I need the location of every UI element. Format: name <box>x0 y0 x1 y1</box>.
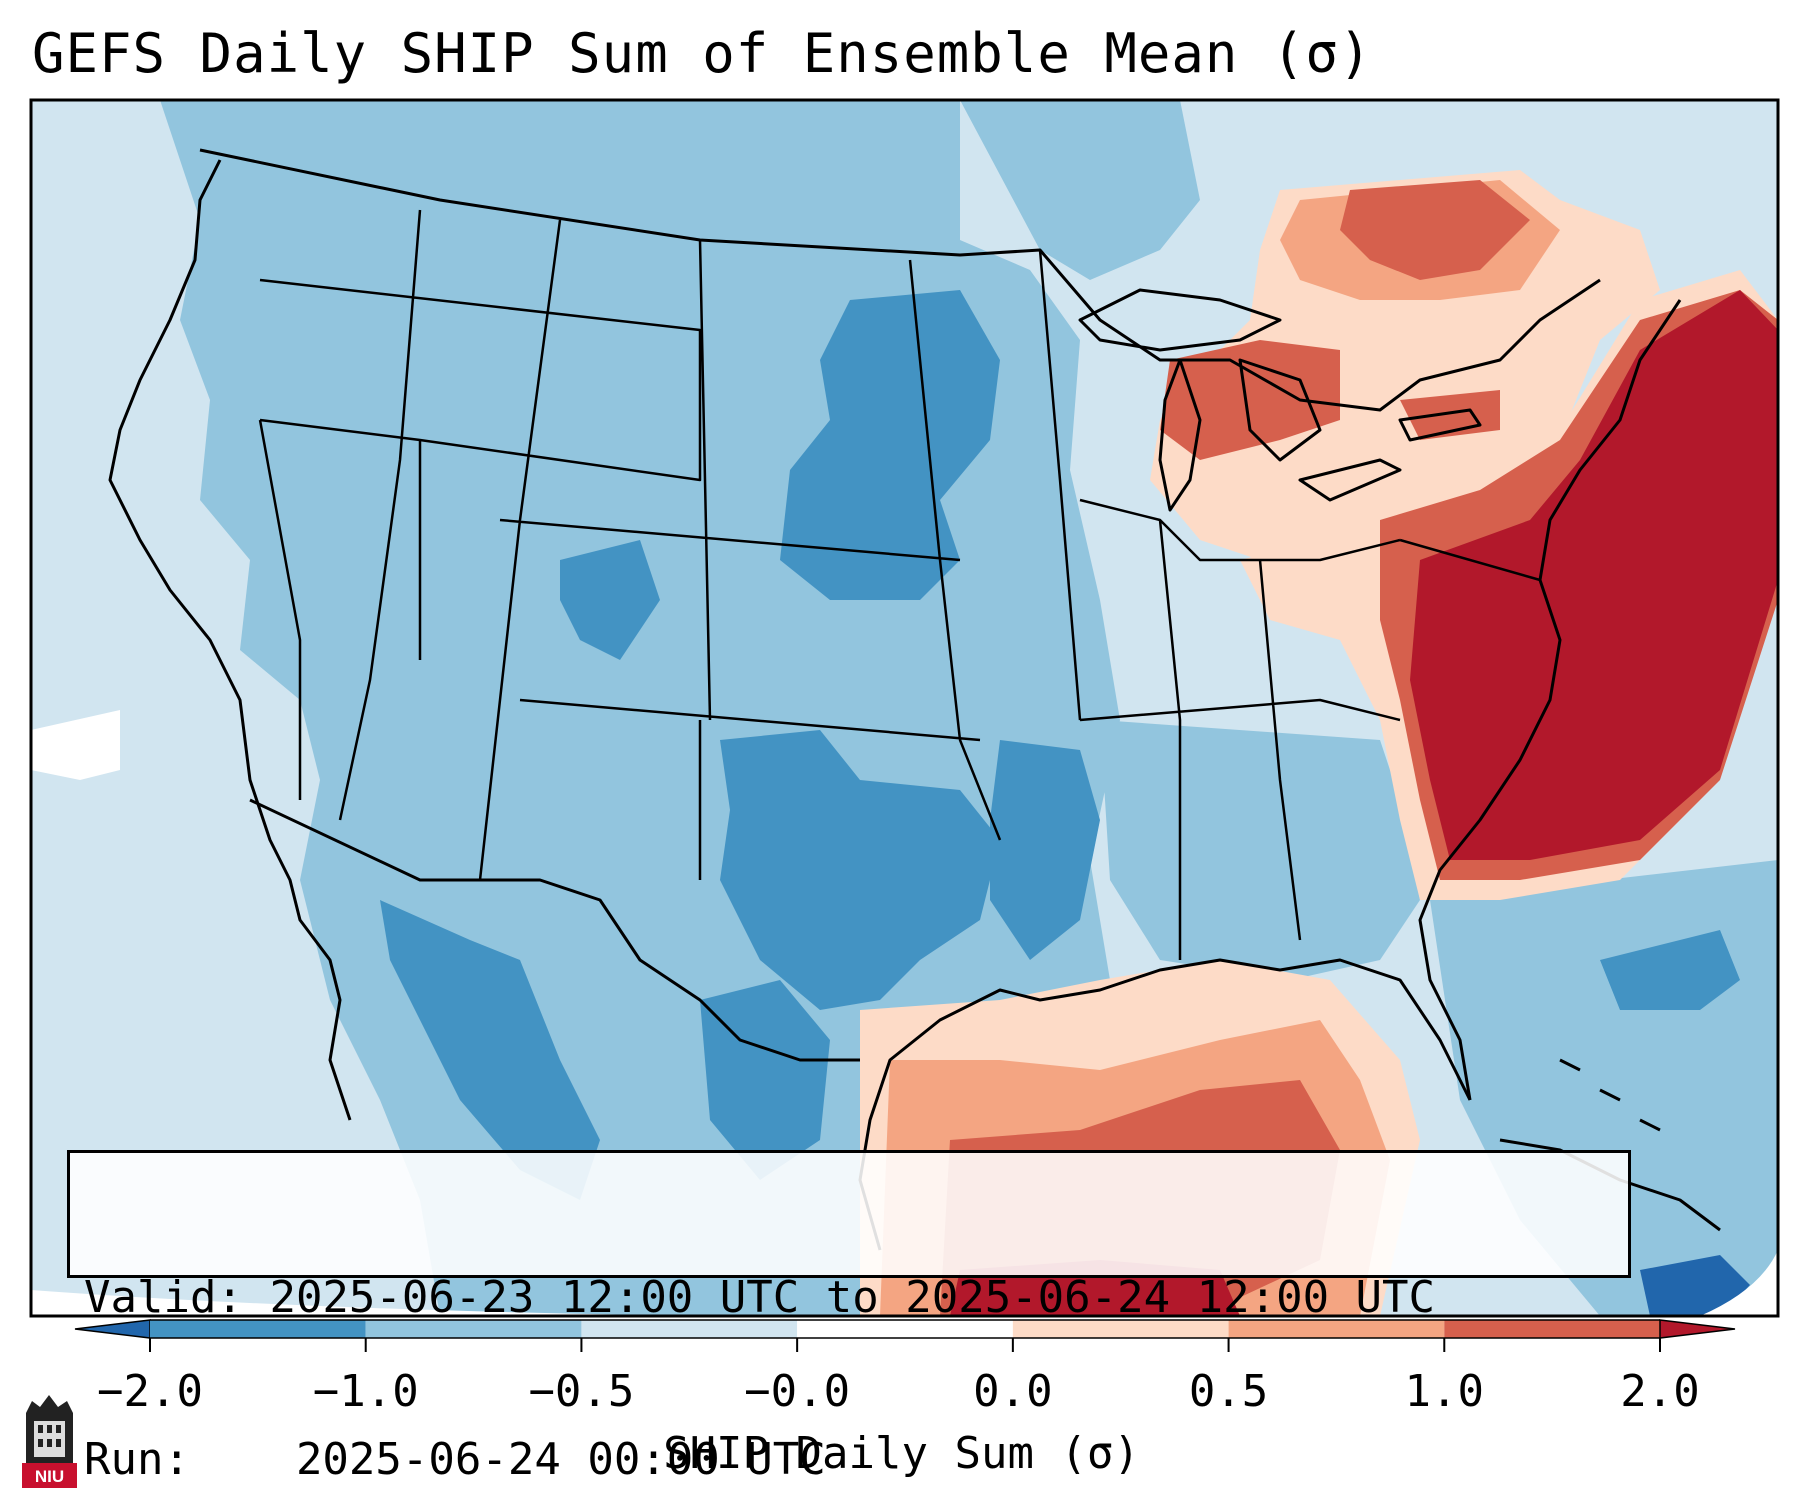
colorbar-tick-label: −1.0 <box>312 1366 419 1417</box>
colorbar-segment <box>1444 1320 1660 1338</box>
map-projection-edge-right <box>1700 1250 1778 1316</box>
colorbar-segment <box>581 1320 798 1338</box>
colorbar <box>74 1319 1736 1352</box>
colorbar-segment <box>1228 1320 1445 1338</box>
logo-text: NIU <box>35 1467 64 1486</box>
coastline-pacific <box>108 159 352 1121</box>
colorbar-segment <box>365 1320 582 1338</box>
bahamas <box>1559 1058 1661 1132</box>
validity-box: Valid: 2025-06-23 12:00 UTC to 2025-06-2… <box>67 1150 1631 1485</box>
colorbar-extend-high <box>1659 1319 1736 1339</box>
lake-michigan <box>1158 358 1202 512</box>
field-region-colorado-darkblue <box>560 540 660 660</box>
field-region-mexico2-darkblue <box>700 980 830 1180</box>
run-line: Run: 2025-06-24 00:00 UTC <box>84 1433 1614 1487</box>
lake-superior <box>1078 288 1282 352</box>
field-region-atlantic-darkblue <box>1600 930 1740 1010</box>
valid-label: Valid: <box>84 1272 243 1323</box>
colorbar-tick-label: 0.5 <box>1188 1366 1269 1417</box>
colorbar-tick-label: −0.0 <box>744 1366 851 1417</box>
field-region-northeast-blue <box>960 100 1200 280</box>
field-region-canada-red <box>1340 180 1530 280</box>
field-region-caribbean-darkblue <box>1640 1255 1750 1316</box>
lake-huron <box>1238 358 1322 462</box>
colorbar-segment <box>1012 1320 1229 1338</box>
map-title: GEFS Daily SHIP Sum of Ensemble Mean (σ) <box>32 22 1373 85</box>
state-lines <box>258 209 1541 960</box>
anomaly-field <box>31 100 1778 1316</box>
colorbar-outline <box>150 1319 1660 1339</box>
colorbar-tick-label: 2.0 <box>1620 1366 1700 1417</box>
coastline-gulf <box>858 958 1472 1251</box>
map-frame <box>29 98 1780 1318</box>
colorbar-tick-label: 0.0 <box>973 1366 1053 1417</box>
field-region-lowermiss-darkblue <box>990 740 1100 960</box>
colorbar-segment <box>150 1320 366 1338</box>
colorbar-tick-label: −0.5 <box>528 1366 635 1417</box>
run-label: Run: <box>84 1434 190 1485</box>
field-region-texas-darkblue <box>720 730 1000 1010</box>
border-us-mexico <box>249 798 860 1062</box>
border-us-canada <box>199 148 1601 412</box>
field-region-greatlakes-red <box>1160 340 1340 460</box>
field-region-pacific-white <box>31 710 120 780</box>
run-value: 2025-06-24 00:00 UTC <box>295 1434 826 1485</box>
map-projection-edge <box>31 1290 700 1316</box>
lake-ontario <box>1398 408 1482 442</box>
field-region-mexico-darkblue <box>380 900 600 1200</box>
map-borders <box>108 148 1721 1251</box>
valid-line: Valid: 2025-06-23 12:00 UTC to 2025-06-2… <box>84 1271 1614 1325</box>
colorbar-tick-label: −2.0 <box>97 1366 203 1417</box>
colorbar-label: SHIP Daily Sum (σ) <box>663 1428 1140 1479</box>
valid-value: 2025-06-23 12:00 UTC to 2025-06-24 12:00… <box>269 1272 1436 1323</box>
field-region-dakota-darkblue <box>780 290 1000 600</box>
lake-erie <box>1298 458 1402 502</box>
field-region-eastcoast-darkred <box>1410 290 1778 860</box>
colorbar-tick-label: 1.0 <box>1404 1366 1485 1417</box>
coastline-atlantic <box>1418 299 1682 1101</box>
niu-logo: NIU <box>22 1395 77 1488</box>
colorbar-segment <box>797 1320 1013 1338</box>
